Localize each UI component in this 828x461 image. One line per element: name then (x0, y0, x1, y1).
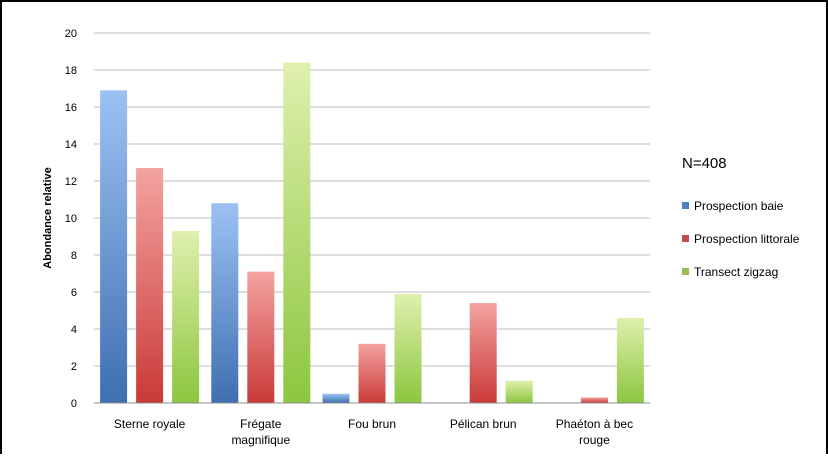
y-tick-label: 14 (65, 139, 77, 151)
y-tick-label: 10 (65, 213, 77, 225)
x-tick-label-line: Frégate (240, 417, 282, 431)
x-tick-labels: Sterne royale Frégate magnifique Fou brun Pé… (114, 417, 633, 447)
bar (616, 317, 644, 403)
bar (358, 343, 386, 403)
bar (172, 230, 200, 403)
x-tick-label: Phaéton à bec rouge (556, 417, 633, 447)
y-tick-label: 6 (71, 287, 77, 299)
x-tick-label: Fou brun (348, 417, 396, 431)
bar (247, 271, 275, 403)
bar (283, 62, 311, 403)
x-tick-label-line: Sterne royale (114, 417, 186, 431)
bar (136, 168, 164, 403)
legend-swatch (682, 268, 689, 275)
x-tick-label-line: Pélican brun (450, 417, 517, 431)
x-tick-label-line: magnifique (231, 433, 290, 447)
x-tick-label: Frégate magnifique (231, 417, 290, 447)
bar (505, 380, 533, 403)
x-tick-label: Pélican brun (450, 417, 517, 431)
y-tick-label: 18 (65, 65, 77, 77)
bar (580, 397, 608, 403)
x-tick-label: Sterne royale (114, 417, 186, 431)
y-tick-label: 2 (71, 361, 77, 373)
y-tick-label: 16 (65, 102, 77, 114)
legend-swatch (682, 202, 689, 209)
sample-size-annotation: N=408 (682, 155, 727, 172)
y-tick-label: 0 (71, 398, 77, 410)
bar (394, 293, 422, 403)
legend-label: Transect zigzag (694, 265, 778, 279)
bar (100, 90, 128, 403)
x-tick-label-line: Fou brun (348, 417, 396, 431)
x-tick-label-line: Phaéton à bec (556, 417, 633, 431)
bar (211, 203, 239, 403)
bar (322, 393, 350, 403)
x-tick-label-line: rouge (579, 433, 610, 447)
y-tick-label: 20 (65, 28, 77, 40)
legend: Prospection baie Prospection littorale Tra… (682, 199, 800, 279)
y-tick-label: 4 (71, 324, 77, 336)
legend-label: Prospection littorale (694, 232, 800, 246)
y-tick-labels: 0 2 4 6 8 10 12 14 16 18 20 (65, 28, 77, 410)
legend-label: Prospection baie (694, 199, 784, 213)
y-axis-label: Abondance relative (42, 167, 54, 268)
legend-swatch (682, 235, 689, 242)
bars (100, 62, 644, 403)
bar (469, 303, 497, 403)
y-tick-label: 8 (71, 250, 77, 262)
y-tick-label: 12 (65, 176, 77, 188)
